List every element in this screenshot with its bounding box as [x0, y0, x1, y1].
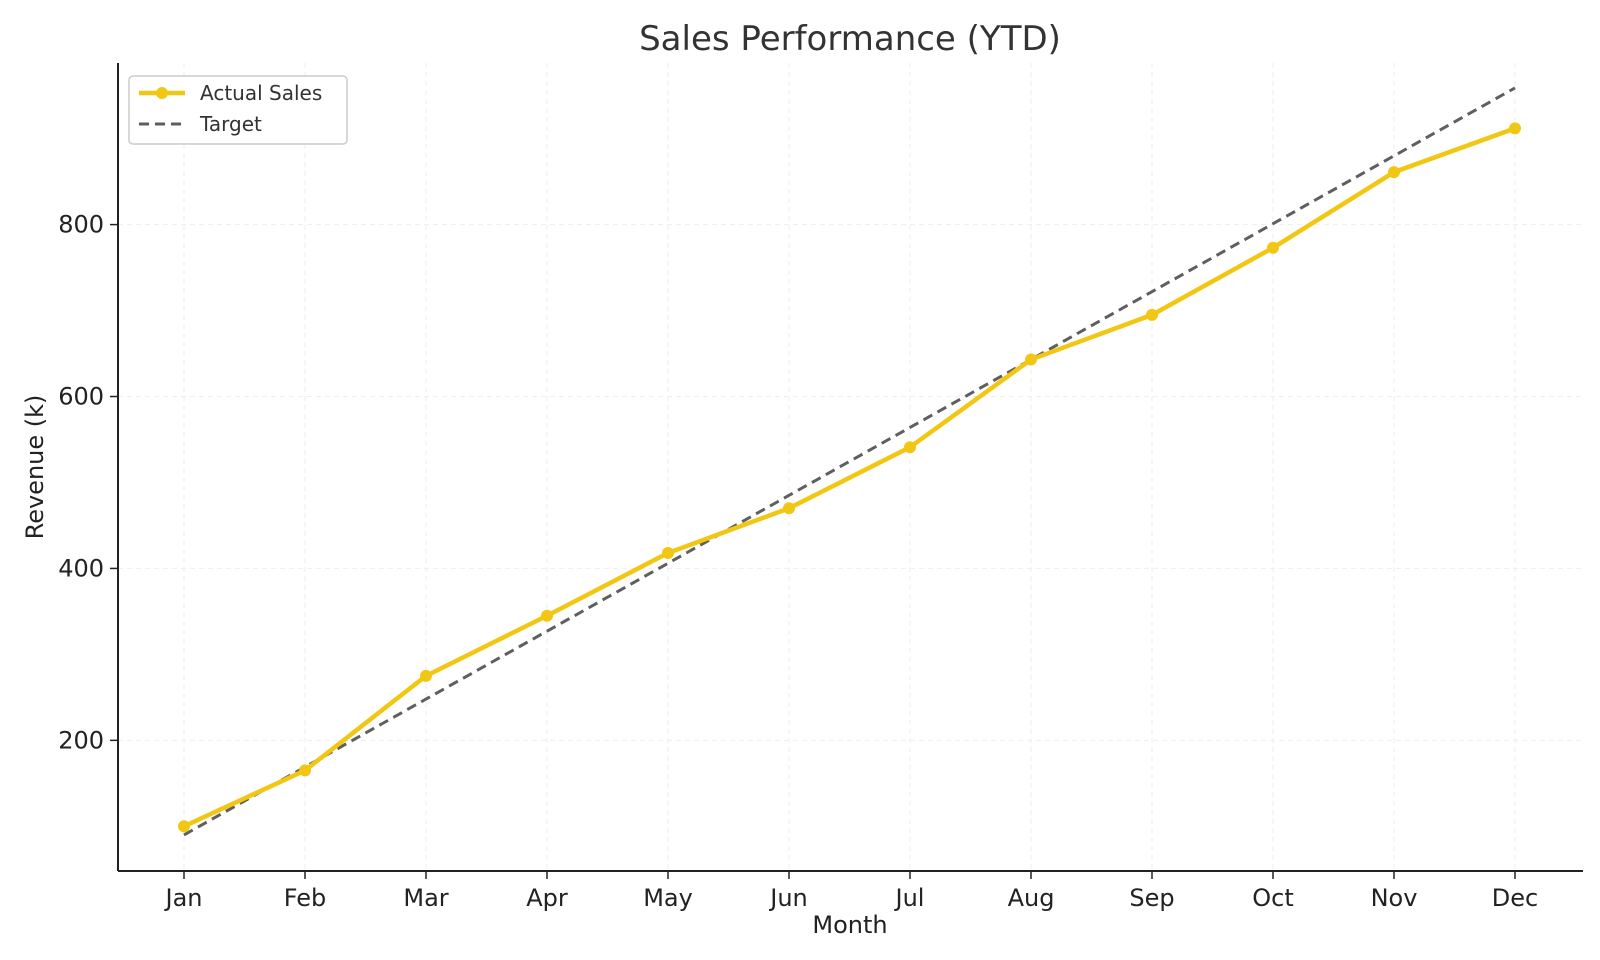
y-axis-label: Revenue (k)	[21, 395, 49, 540]
data-point	[299, 764, 311, 777]
series-line	[181, 126, 1518, 829]
x-tick-label: Sep	[1129, 884, 1174, 912]
legend-items: Actual Sales Target	[139, 81, 322, 136]
data-point	[178, 820, 190, 833]
data-point	[1509, 122, 1521, 135]
x-axis-ticks: Jan Feb Mar Apr May Jun Jul Aug Sep Oct Nov Dec	[164, 871, 1538, 912]
x-tick-label: Feb	[284, 884, 327, 912]
data-point	[783, 502, 795, 515]
data-point	[662, 546, 674, 559]
y-tick-label: 600	[58, 383, 104, 411]
x-tick-label: Oct	[1252, 884, 1294, 912]
x-tick-label: Jan	[164, 884, 203, 912]
y-tick-label: 800	[58, 211, 104, 239]
data-point	[420, 669, 432, 682]
x-tick-label: Nov	[1371, 884, 1418, 912]
data-point	[1025, 353, 1037, 366]
x-tick-label: Dec	[1492, 884, 1538, 912]
y-tick-label: 200	[58, 726, 104, 754]
series-line	[183, 86, 1516, 837]
series-actual-sales	[178, 122, 1521, 833]
legend-label: Target	[199, 112, 262, 136]
series-target	[183, 86, 1516, 837]
y-tick-label: 400	[58, 554, 104, 582]
y-axis-ticks: 200 400 600 800	[58, 211, 118, 754]
x-tick-label: Apr	[526, 884, 568, 912]
legend-marker	[156, 87, 168, 99]
grid	[118, 63, 1583, 871]
x-tick-label: Aug	[1008, 884, 1055, 912]
data-point	[1388, 166, 1400, 179]
legend: Actual Sales Target	[128, 75, 348, 145]
data-point	[1146, 308, 1158, 321]
x-tick-label: Jul	[894, 884, 925, 912]
chart-title: Sales Performance (YTD)	[639, 19, 1061, 59]
data-point	[904, 441, 916, 454]
x-tick-label: May	[643, 884, 693, 912]
data-point	[1267, 241, 1279, 254]
x-tick-label: Mar	[403, 884, 448, 912]
series-layer	[178, 86, 1521, 837]
legend-entry: Target	[139, 112, 262, 136]
x-tick-label: Jun	[768, 884, 808, 912]
data-point	[541, 609, 553, 622]
legend-label: Actual Sales	[200, 81, 322, 105]
legend-entry: Actual Sales	[139, 81, 322, 105]
x-axis-label: Month	[812, 911, 887, 939]
